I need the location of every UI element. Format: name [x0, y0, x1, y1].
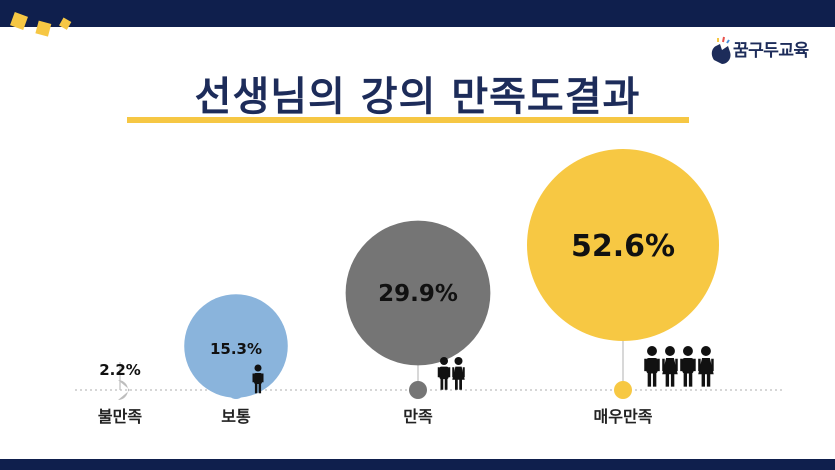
logo-text: 꿈구두교육: [733, 41, 809, 61]
bubble-만족: [345, 220, 491, 366]
axis-marker: [227, 381, 245, 399]
bubble-매우만족: [527, 149, 719, 341]
top-bar: [0, 0, 835, 27]
page-title: 선생님의 강의 만족도결과: [194, 74, 641, 120]
category-label: 매우만족: [594, 407, 653, 426]
axis-marker: [409, 381, 427, 399]
bubble-불만족: [108, 380, 130, 400]
data-label: 29.9%: [378, 281, 458, 307]
data-label: 2.2%: [99, 361, 141, 379]
logo-icon: [711, 36, 731, 64]
people-icon: [437, 357, 465, 390]
people-icon: [252, 364, 264, 394]
decoration-squares: [10, 12, 72, 37]
bottom-bar: [0, 459, 835, 470]
data-label: 15.3%: [210, 340, 262, 358]
category-label: 보통: [221, 407, 251, 426]
category-label: 불만족: [98, 407, 142, 426]
axis-marker: [614, 381, 632, 399]
title-underline: [127, 117, 689, 123]
bubble-보통: [184, 294, 288, 398]
people-icon: [644, 346, 714, 387]
category-label: 만족: [403, 407, 433, 426]
data-label: 52.6%: [571, 229, 675, 264]
